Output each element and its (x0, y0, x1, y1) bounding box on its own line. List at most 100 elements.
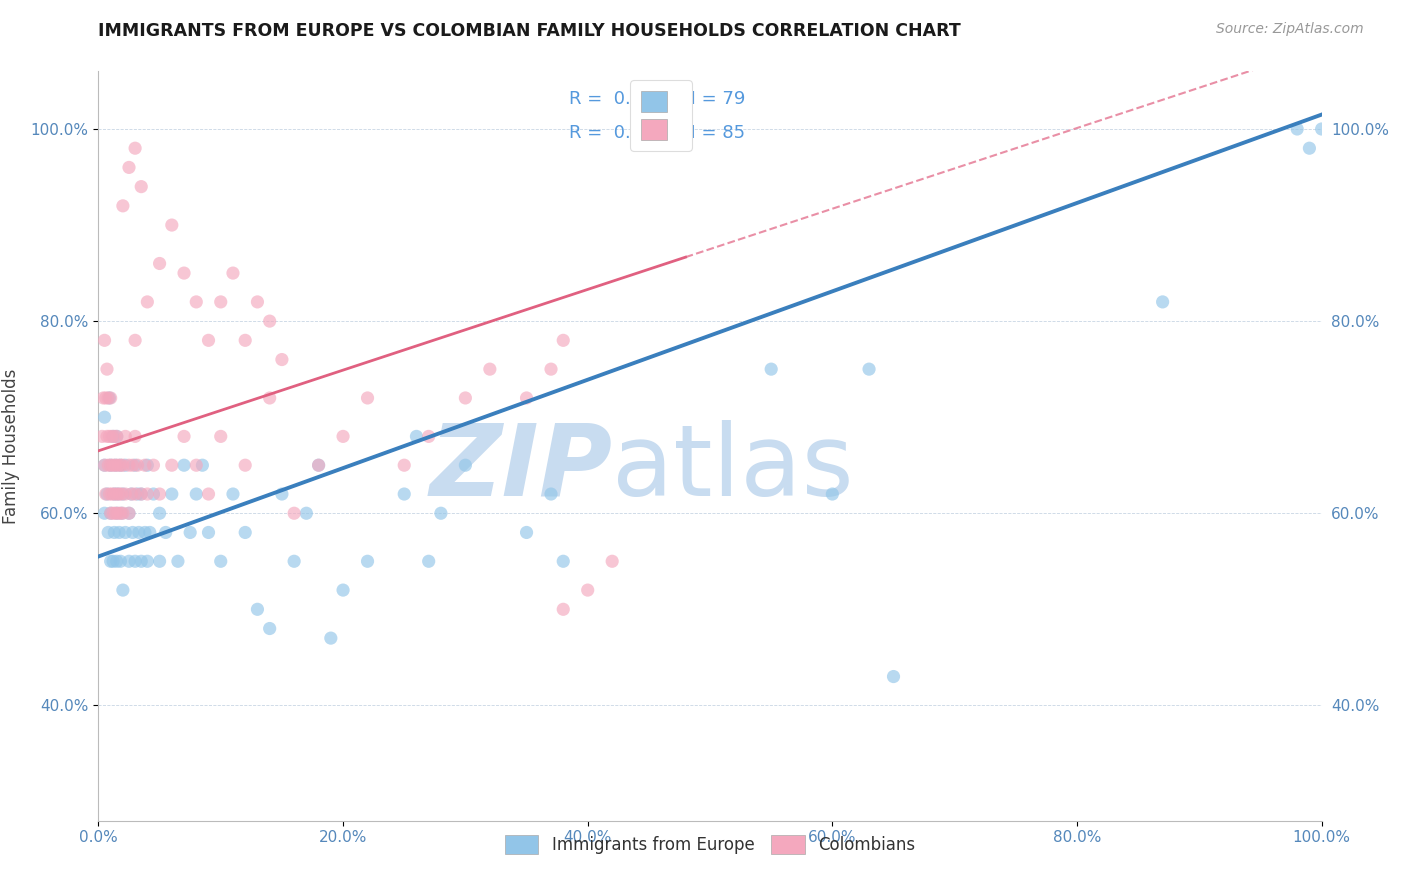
Point (167, 554, 190, 568)
Point (121, 458, 143, 473)
Point (134, 458, 156, 473)
Point (149, 487, 172, 501)
Point (118, 161, 141, 175)
Point (100, 506, 122, 520)
Point (821, 487, 844, 501)
Point (405, 429, 427, 443)
Point (308, 458, 330, 473)
Text: ZIP: ZIP (429, 420, 612, 517)
Point (283, 506, 305, 520)
Point (121, 525, 143, 540)
Point (129, 179, 152, 194)
Point (124, 487, 146, 501)
Point (858, 362, 880, 376)
Point (392, 487, 416, 501)
Point (114, 525, 136, 540)
Point (129, 487, 152, 501)
Point (139, 525, 162, 540)
Point (111, 583, 134, 598)
Point (98, 391, 121, 405)
Point (209, 429, 232, 443)
Point (94, 391, 117, 405)
Point (120, 487, 142, 501)
Point (110, 458, 132, 473)
Point (105, 487, 128, 501)
Point (105, 554, 128, 568)
Point (540, 362, 562, 376)
Point (142, 458, 165, 473)
Point (149, 256, 172, 270)
Point (197, 334, 219, 348)
Point (118, 554, 141, 568)
Point (98, 429, 121, 443)
Point (515, 391, 537, 405)
Point (454, 391, 477, 405)
Point (134, 525, 156, 540)
Point (108, 525, 131, 540)
Point (124, 141, 146, 155)
Text: IMMIGRANTS FROM EUROPE VS COLOMBIAN FAMILY HOUSEHOLDS CORRELATION CHART: IMMIGRANTS FROM EUROPE VS COLOMBIAN FAMI… (98, 22, 962, 40)
Point (97, 391, 120, 405)
Point (100, 458, 122, 473)
Point (104, 458, 127, 473)
Point (124, 554, 146, 568)
Point (515, 525, 537, 540)
Point (111, 506, 134, 520)
Point (259, 391, 281, 405)
Point (101, 458, 124, 473)
Point (101, 429, 124, 443)
Point (149, 506, 172, 520)
Point (209, 294, 232, 309)
Point (101, 506, 124, 520)
Point (883, 669, 905, 683)
Text: atlas: atlas (612, 420, 853, 517)
Point (124, 458, 146, 473)
Point (114, 458, 136, 473)
Point (142, 487, 165, 501)
Point (392, 458, 416, 473)
Point (1298, 141, 1320, 155)
Point (186, 458, 208, 473)
Y-axis label: Family Households: Family Households (1, 368, 20, 524)
Point (118, 506, 141, 520)
Point (100, 391, 122, 405)
Point (100, 458, 122, 473)
Point (93, 506, 115, 520)
Text: Source: ZipAtlas.com: Source: ZipAtlas.com (1216, 22, 1364, 37)
Point (233, 525, 256, 540)
Point (103, 487, 125, 501)
Point (108, 487, 131, 501)
Point (105, 429, 128, 443)
Point (149, 554, 172, 568)
Point (332, 429, 354, 443)
Point (114, 487, 136, 501)
Point (110, 554, 132, 568)
Point (91, 391, 114, 405)
Point (191, 458, 214, 473)
Point (91, 429, 114, 443)
Point (186, 487, 208, 501)
Point (600, 554, 623, 568)
Point (124, 334, 146, 348)
Point (111, 487, 134, 501)
Point (173, 266, 195, 280)
Point (127, 458, 149, 473)
Point (97, 525, 120, 540)
Point (118, 458, 141, 473)
Point (101, 554, 124, 568)
Point (553, 554, 575, 568)
Point (96, 362, 118, 376)
Point (103, 429, 125, 443)
Point (173, 458, 195, 473)
Point (246, 294, 269, 309)
Point (111, 506, 134, 520)
Point (259, 622, 281, 636)
Point (430, 506, 453, 520)
Point (270, 352, 294, 367)
Point (129, 487, 152, 501)
Point (96, 487, 118, 501)
Point (761, 362, 783, 376)
Point (259, 314, 281, 328)
Text: R =  0.436   N = 79: R = 0.436 N = 79 (569, 90, 745, 108)
Point (1310, 122, 1333, 136)
